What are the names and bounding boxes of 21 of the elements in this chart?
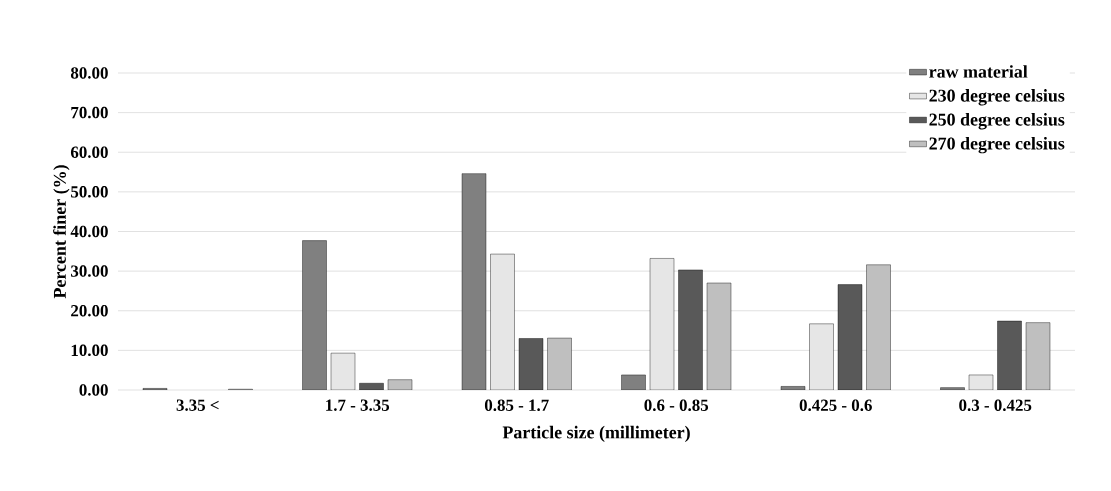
y-tick-label: 50.00 — [71, 186, 108, 198]
y-tick-label: 60.00 — [70, 146, 108, 158]
x-tick-label: 0.6 - 0.85 — [644, 399, 709, 412]
y-axis-title: Percent finer (%) — [53, 165, 70, 299]
y-tick-label: 20.00 — [71, 305, 108, 317]
x-tick-label: 1.7 - 3.35 — [326, 399, 390, 411]
legend-label: 250 degree celsius — [929, 113, 1065, 130]
legend-label: 230 degree celsius — [929, 89, 1065, 106]
y-tick-label: 80.00 — [70, 67, 108, 79]
x-tick-label: 0.425 - 0.6 — [799, 399, 872, 412]
x-tick-label: 0.3 - 0.425 — [959, 399, 1032, 412]
y-tick-label: 10.00 — [71, 344, 108, 357]
x-tick-label: 3.35 < — [176, 399, 219, 411]
x-tick-label: 0.85 - 1.7 — [484, 399, 549, 412]
y-tick-label: 0.00 — [79, 384, 108, 396]
y-tick-label: 70.00 — [71, 106, 108, 119]
legend-label: 270 degree celsius — [929, 136, 1065, 154]
y-tick-label: 40.00 — [70, 225, 108, 238]
y-tick-label: 30.00 — [71, 265, 108, 277]
x-axis-title: Particle size (millimeter) — [502, 425, 690, 443]
legend-label: raw material — [929, 65, 1028, 78]
